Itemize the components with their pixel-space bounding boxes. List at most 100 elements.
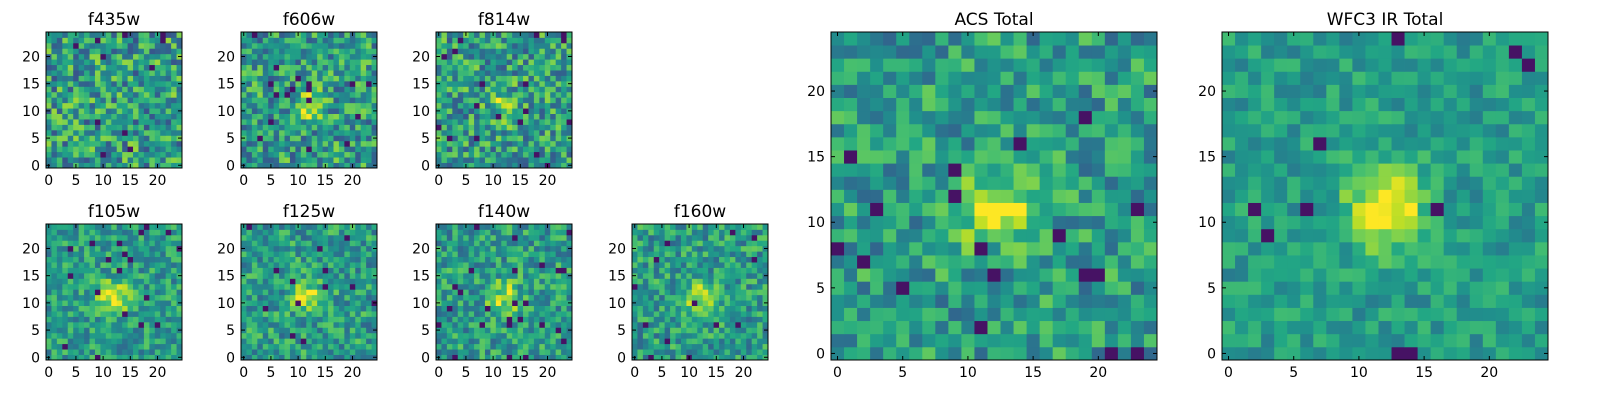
heatmap-cell: [284, 113, 291, 120]
heatmap-cell: [637, 289, 644, 296]
heatmap-cell: [311, 278, 318, 285]
heatmap-cell: [366, 119, 372, 125]
heatmap-cell: [544, 140, 551, 147]
heatmap-cell: [127, 240, 134, 247]
heatmap-cell: [62, 140, 69, 147]
heatmap-cell: [857, 268, 871, 282]
heatmap-cell: [446, 349, 453, 355]
heatmap-cell: [171, 349, 177, 355]
heatmap-cell: [51, 245, 58, 252]
heatmap-cell: [751, 240, 758, 247]
heatmap-cell: [642, 256, 649, 263]
heatmap-cell: [490, 234, 497, 241]
heatmap-cell: [171, 234, 177, 241]
heatmap-cell: [506, 140, 513, 147]
heatmap-cell: [317, 234, 323, 241]
heatmap-cell: [78, 135, 85, 142]
heatmap-cell: [1000, 176, 1014, 190]
heatmap-cell: [105, 124, 112, 131]
heatmap-cell: [62, 91, 69, 98]
heatmap-cell: [637, 229, 644, 236]
heatmap-cell: [328, 305, 334, 312]
heatmap-cell: [306, 338, 313, 345]
heatmap-cell: [165, 245, 172, 252]
heatmap-cell: [512, 140, 518, 147]
heatmap-cell: [533, 64, 540, 71]
heatmap-cell: [474, 86, 480, 93]
heatmap-cell: [935, 255, 949, 269]
heatmap-cell: [246, 305, 253, 312]
heatmap-cell: [637, 300, 644, 306]
heatmap-cell: [241, 251, 247, 258]
heatmap-cell: [56, 272, 63, 279]
heatmap-cell: [257, 262, 264, 268]
heatmap-cell: [284, 37, 291, 44]
heatmap-cell: [501, 343, 508, 350]
heatmap-cell: [154, 86, 161, 93]
heatmap-cell: [648, 240, 655, 247]
heatmap-cell: [561, 124, 567, 131]
heatmap-cell: [116, 251, 123, 258]
heatmap-cell: [512, 305, 518, 312]
heatmap-cell: [974, 307, 988, 322]
heatmap-cell: [533, 53, 540, 60]
heatmap-cell: [670, 289, 676, 296]
heatmap-cell: [686, 332, 693, 339]
heatmap-cell: [495, 119, 502, 125]
heatmap-cell: [533, 278, 540, 285]
heatmap-cell: [512, 294, 518, 301]
heatmap-cell: [490, 349, 497, 355]
heatmap-cell: [474, 91, 480, 98]
heatmap-cell: [484, 311, 491, 317]
heatmap-cell: [89, 113, 96, 120]
heatmap-cell: [555, 32, 562, 38]
heatmap-cell: [56, 37, 63, 44]
heatmap-cell: [637, 327, 644, 334]
heatmap-cell: [648, 262, 655, 268]
heatmap-cell: [468, 338, 475, 345]
heatmap-cell: [446, 234, 453, 241]
heatmap-cell: [490, 102, 497, 109]
heatmap-cell: [251, 349, 258, 355]
heatmap-cell: [757, 316, 763, 323]
heatmap-cell: [528, 157, 535, 163]
heatmap-cell: [84, 91, 90, 98]
heatmap-cell: [344, 97, 351, 104]
heatmap-cell: [306, 91, 313, 98]
heatmap-cell: [171, 251, 177, 258]
heatmap-cell: [1143, 333, 1158, 348]
heatmap-cell: [751, 224, 758, 230]
heatmap-cell: [262, 157, 269, 163]
heatmap-cell: [659, 321, 666, 328]
heatmap-cell: [46, 151, 52, 158]
heatmap-cell: [116, 97, 123, 104]
heatmap-cell: [935, 294, 949, 308]
heatmap-cell: [463, 240, 470, 247]
heatmap-cell: [659, 289, 666, 296]
heatmap-cell: [165, 140, 172, 147]
heatmap-cell: [143, 224, 150, 230]
heatmap-cell: [171, 48, 177, 55]
heatmap-cell: [94, 80, 101, 87]
heatmap-cell: [311, 283, 318, 290]
heatmap-cell: [935, 228, 949, 243]
heatmap-cell: [338, 140, 345, 147]
heatmap-cell: [78, 32, 85, 38]
heatmap-cell: [289, 59, 296, 66]
heatmap-cell: [78, 48, 85, 55]
heatmap-cell: [539, 102, 546, 109]
heatmap-cell: [160, 349, 167, 355]
heatmap-cell: [344, 327, 351, 334]
heatmap-cell: [143, 64, 150, 71]
heatmap-cell: [289, 343, 296, 350]
heatmap-cell: [708, 311, 714, 317]
heatmap-cell: [284, 272, 291, 279]
heatmap-cell: [922, 333, 936, 348]
heatmap-cell: [474, 305, 480, 312]
heatmap-cell: [333, 140, 340, 147]
heatmap-cell: [122, 146, 128, 153]
heatmap-cell: [366, 245, 372, 252]
heatmap-cell: [328, 108, 334, 114]
heatmap-cell: [555, 48, 562, 55]
heatmap-cell: [533, 119, 540, 125]
